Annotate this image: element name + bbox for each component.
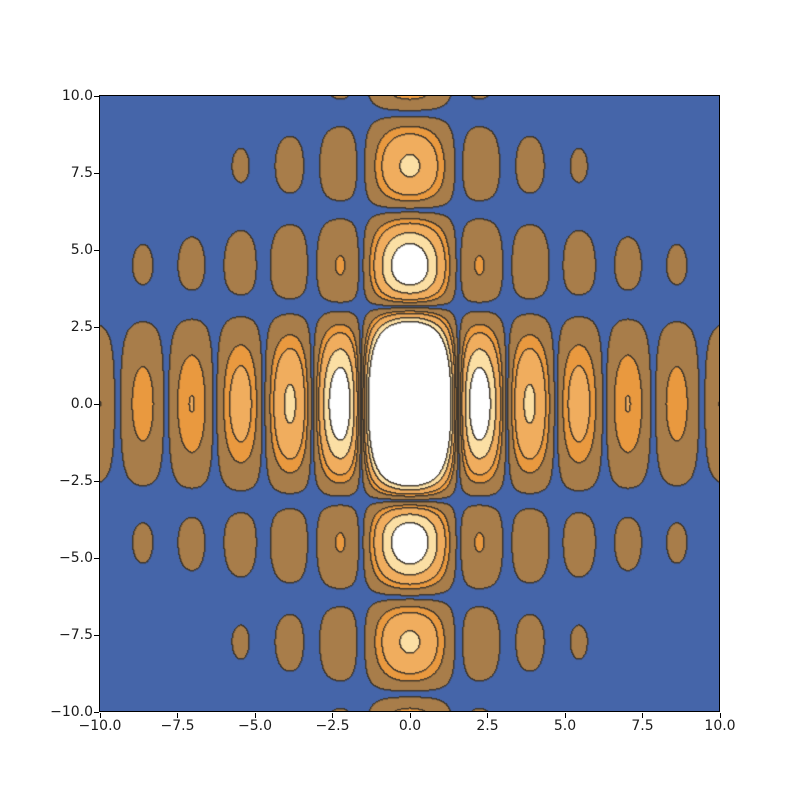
x-tick-label: −2.5 — [315, 718, 350, 734]
y-tick-label: 2.5 — [70, 319, 93, 335]
y-tick-mark — [94, 403, 99, 405]
x-tick-mark — [642, 713, 643, 718]
x-tick-mark — [332, 713, 333, 718]
y-tick-label: −7.5 — [59, 627, 93, 643]
y-tick-label: −5.0 — [59, 550, 93, 566]
y-tick-mark — [94, 326, 99, 328]
y-tick-mark — [94, 249, 99, 251]
y-tick-mark — [94, 634, 99, 636]
y-tick-label: 0.0 — [70, 396, 93, 412]
y-tick-mark — [94, 711, 99, 713]
x-tick-label: 5.0 — [553, 718, 577, 734]
y-tick-label: 7.5 — [70, 165, 93, 181]
x-tick-label: −5.0 — [238, 718, 272, 734]
y-tick-label: 10.0 — [61, 88, 93, 104]
y-tick-mark — [94, 172, 99, 174]
x-tick-mark — [409, 713, 411, 718]
x-tick-mark — [99, 713, 101, 718]
y-tick-mark — [94, 480, 99, 482]
x-tick-mark — [719, 713, 721, 718]
y-tick-mark — [94, 95, 99, 97]
x-tick-label: −7.5 — [160, 718, 195, 734]
x-tick-label: 0.0 — [398, 718, 422, 734]
y-tick-label: −10.0 — [50, 704, 93, 720]
x-tick-mark — [487, 713, 488, 718]
x-tick-label: 7.5 — [631, 718, 654, 734]
x-tick-mark — [564, 713, 566, 718]
x-tick-label: 10.0 — [704, 718, 736, 734]
y-tick-label: 5.0 — [70, 242, 93, 258]
y-tick-label: −2.5 — [59, 473, 93, 489]
x-tick-mark — [254, 713, 256, 718]
x-tick-mark — [177, 713, 178, 718]
contour-plot-canvas — [100, 96, 720, 712]
y-tick-mark — [94, 557, 99, 559]
x-tick-label: −10.0 — [78, 718, 122, 734]
x-tick-label: 2.5 — [476, 718, 499, 734]
